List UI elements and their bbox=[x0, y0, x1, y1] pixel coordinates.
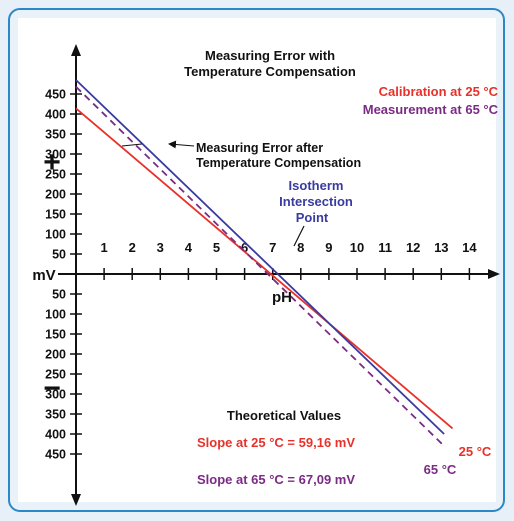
annotation-error-after-1: Measuring Error after bbox=[196, 141, 323, 155]
minus-sign: − bbox=[43, 372, 61, 405]
y-tick-label: 250 bbox=[45, 168, 66, 182]
y-tick-label: 200 bbox=[45, 348, 66, 362]
legend-measurement: Measurement at 65 °C bbox=[363, 102, 499, 117]
y-tick-label: 150 bbox=[45, 328, 66, 342]
y-tick-label: 100 bbox=[45, 228, 66, 242]
annotation-arrow-left bbox=[121, 143, 143, 147]
slope-65-label: Slope at 65 °C = 67,09 mV bbox=[197, 472, 355, 487]
theoretical-values-label: Theoretical Values bbox=[227, 408, 341, 423]
x-tick-label: 2 bbox=[129, 240, 136, 255]
x-tick-label: 7 bbox=[269, 240, 276, 255]
chart-panel bbox=[18, 18, 496, 502]
isotherm-label-1: Isotherm bbox=[289, 178, 344, 193]
x-tick-label: 12 bbox=[406, 240, 420, 255]
y-tick-label: 250 bbox=[45, 368, 66, 382]
x-axis-label: pH bbox=[272, 289, 292, 306]
y-tick-label: 350 bbox=[45, 128, 66, 142]
y-tick-label: 450 bbox=[45, 88, 66, 102]
end-label-65: 65 °C bbox=[424, 462, 457, 477]
slope-25-label: Slope at 25 °C = 59,16 mV bbox=[197, 435, 355, 450]
x-axis-arrow bbox=[488, 269, 500, 279]
isotherm-label-2: Intersection bbox=[279, 194, 353, 209]
y-axis-label: mV bbox=[32, 267, 55, 284]
y-tick-label: 50 bbox=[52, 288, 66, 302]
y-axis-arrow-down bbox=[71, 494, 81, 506]
x-tick-label: 10 bbox=[350, 240, 364, 255]
x-tick-label: 13 bbox=[434, 240, 448, 255]
series-line-3 bbox=[75, 79, 445, 435]
x-tick-label: 5 bbox=[213, 240, 220, 255]
y-tick-label: 200 bbox=[45, 188, 66, 202]
plus-sign: + bbox=[43, 146, 61, 179]
isotherm-label-3: Point bbox=[296, 210, 329, 225]
legend-calibration: Calibration at 25 °C bbox=[379, 84, 499, 99]
y-tick-label: 50 bbox=[52, 248, 66, 262]
x-tick-label: 9 bbox=[325, 240, 332, 255]
chart-title-line2: Temperature Compensation bbox=[184, 64, 356, 79]
y-tick-label: 300 bbox=[45, 148, 66, 162]
series-line-2 bbox=[75, 86, 445, 447]
annotation-error-after-2: Temperature Compensation bbox=[196, 156, 361, 170]
x-tick-label: 8 bbox=[297, 240, 304, 255]
isotherm-pointer bbox=[293, 225, 305, 247]
end-label-25: 25 °C bbox=[459, 444, 492, 459]
series-line-1 bbox=[75, 107, 454, 430]
y-tick-label: 350 bbox=[45, 408, 66, 422]
x-tick-label: 11 bbox=[378, 240, 392, 255]
y-tick-label: 400 bbox=[45, 428, 66, 442]
y-tick-label: 100 bbox=[45, 308, 66, 322]
chart-title: Measuring Error with bbox=[205, 48, 335, 63]
x-tick-label: 4 bbox=[185, 240, 193, 255]
x-tick-label: 14 bbox=[462, 240, 477, 255]
y-axis-arrow-up bbox=[71, 44, 81, 56]
y-tick-label: 150 bbox=[45, 208, 66, 222]
x-tick-label: 3 bbox=[157, 240, 164, 255]
y-tick-label: 450 bbox=[45, 448, 66, 462]
x-tick-label: 6 bbox=[241, 240, 248, 255]
y-tick-label: 400 bbox=[45, 108, 66, 122]
annotation-arrow-right bbox=[168, 140, 195, 149]
x-tick-label: 1 bbox=[100, 240, 107, 255]
y-tick-label: 300 bbox=[45, 388, 66, 402]
